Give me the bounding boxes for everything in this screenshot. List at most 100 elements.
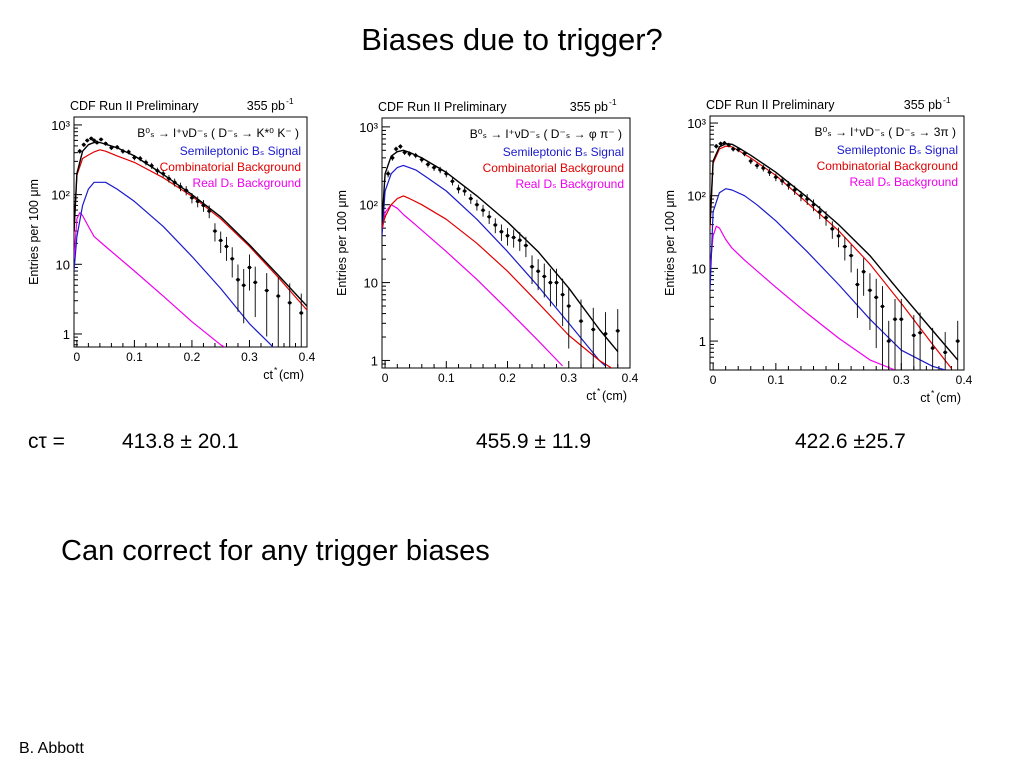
legend-entry-2: Combinatorial Background xyxy=(817,159,958,173)
legend-entry-3: Real Dₛ Background xyxy=(849,175,958,189)
data-point xyxy=(394,147,398,151)
data-point xyxy=(413,153,418,158)
data-point xyxy=(505,234,510,238)
data-point xyxy=(755,163,759,168)
x-tick-label: 0 xyxy=(74,350,81,364)
data-point xyxy=(830,227,834,231)
chart-luminosity: 355 pb xyxy=(247,99,285,113)
data-point xyxy=(493,223,497,227)
data-point xyxy=(548,280,553,285)
fit-curve-real_ds xyxy=(382,204,564,367)
data-point xyxy=(132,155,137,160)
data-point xyxy=(219,238,223,243)
chart-svg: CDF Run II Preliminary 355 pb -1 B⁰ₛ → l⁺νD… xyxy=(663,95,973,405)
x-axis-label-superscript: * xyxy=(274,365,278,375)
data-point xyxy=(530,265,534,269)
data-point xyxy=(899,317,903,321)
legend-entry-3: Real Dₛ Background xyxy=(515,177,624,191)
data-point xyxy=(242,283,246,287)
data-point xyxy=(144,160,148,165)
data-point xyxy=(78,149,82,153)
chart-panel-3pi: CDF Run II Preliminary 355 pb -1 B⁰ₛ → l⁺νD… xyxy=(663,94,974,405)
y-axis-label: Entries per 100 μm xyxy=(335,190,349,296)
data-point xyxy=(524,243,528,248)
data-point xyxy=(567,304,571,308)
chart-luminosity-exponent: -1 xyxy=(609,97,617,107)
data-point xyxy=(542,274,546,279)
y-tick-label: 1 xyxy=(63,327,70,342)
data-point xyxy=(276,294,280,298)
chart-svg: CDF Run II Preliminary 355 pb -1 B⁰ₛ → l⁺νD… xyxy=(27,96,316,382)
y-tick-label: 10³ xyxy=(51,118,70,133)
chart-luminosity-exponent: -1 xyxy=(943,95,951,105)
data-point xyxy=(487,215,491,219)
data-point xyxy=(407,152,412,156)
y-tick-label: 10² xyxy=(687,189,706,204)
y-tick-label: 10 xyxy=(364,276,378,291)
legend-entry-3: Real Dₛ Background xyxy=(192,176,301,190)
data-point xyxy=(554,280,559,285)
y-tick-label: 10 xyxy=(692,261,706,276)
data-points-group xyxy=(77,136,304,347)
y-tick-label: 10² xyxy=(51,188,70,203)
data-point xyxy=(109,146,114,150)
data-point xyxy=(82,143,86,147)
data-point xyxy=(213,229,217,233)
chart-luminosity-exponent: -1 xyxy=(286,96,294,106)
data-point xyxy=(184,188,188,193)
data-point xyxy=(201,203,206,208)
x-tick-label: 0.4 xyxy=(956,373,973,387)
legend-decay-title: B⁰ₛ → l⁺νD⁻ₛ ( D⁻ₛ → 3π ) xyxy=(814,125,956,139)
data-points-group xyxy=(385,144,620,368)
data-point xyxy=(121,149,125,153)
x-tick-label: 0 xyxy=(710,373,717,387)
data-point xyxy=(247,265,252,270)
data-point xyxy=(836,234,841,238)
y-tick-label: 10² xyxy=(359,198,378,213)
data-point xyxy=(774,175,778,179)
ctau-value-3: 422.6 ±25.7 xyxy=(795,430,906,453)
ctau-value-2: 455.9 ± 11.9 xyxy=(476,430,592,453)
legend-entry-1: Semileptonic Bₛ Signal xyxy=(180,144,301,158)
data-point xyxy=(855,282,860,287)
chart-svg: CDF Run II Preliminary 355 pb -1 B⁰ₛ → l⁺νD… xyxy=(335,97,639,403)
data-point xyxy=(178,184,183,189)
legend-entry-1: Semileptonic Bₛ Signal xyxy=(503,145,624,159)
data-point xyxy=(718,141,723,146)
y-tick-label: 1 xyxy=(371,353,378,368)
fit-curve-real_ds xyxy=(74,212,226,347)
y-axis-label: Entries per 100 μm xyxy=(27,179,41,285)
x-tick-label: 0.1 xyxy=(438,371,455,385)
data-point xyxy=(731,147,735,151)
legend-entry-2: Combinatorial Background xyxy=(483,161,624,175)
data-point xyxy=(420,157,424,162)
x-tick-label: 0.3 xyxy=(241,350,258,364)
data-point xyxy=(253,280,257,285)
plot-frame xyxy=(709,115,965,371)
data-point xyxy=(456,187,461,191)
author-footer: B. Abbott xyxy=(19,740,84,757)
data-point xyxy=(386,172,390,176)
data-point xyxy=(843,244,847,249)
ctau-label: cτ = xyxy=(28,430,65,453)
x-axis-label: ct xyxy=(263,368,273,382)
data-point xyxy=(161,171,165,176)
data-point xyxy=(481,208,485,212)
data-point xyxy=(172,180,177,185)
data-point xyxy=(912,333,916,338)
data-point xyxy=(115,145,119,149)
data-point xyxy=(956,339,960,343)
curves-group xyxy=(74,141,307,347)
data-point xyxy=(236,278,240,282)
x-axis-label-superscript: * xyxy=(597,386,601,396)
data-point xyxy=(591,327,595,332)
chart-panel-kstar: CDF Run II Preliminary 355 pb -1 B⁰ₛ → l⁺νD… xyxy=(27,95,330,400)
data-point xyxy=(518,238,522,242)
data-point xyxy=(85,138,89,143)
data-point xyxy=(390,156,395,160)
x-tick-label: 0.2 xyxy=(499,371,516,385)
data-point xyxy=(95,140,99,145)
x-axis-label-unit: (cm) xyxy=(279,368,304,382)
data-point xyxy=(868,288,872,292)
data-point xyxy=(92,138,96,143)
